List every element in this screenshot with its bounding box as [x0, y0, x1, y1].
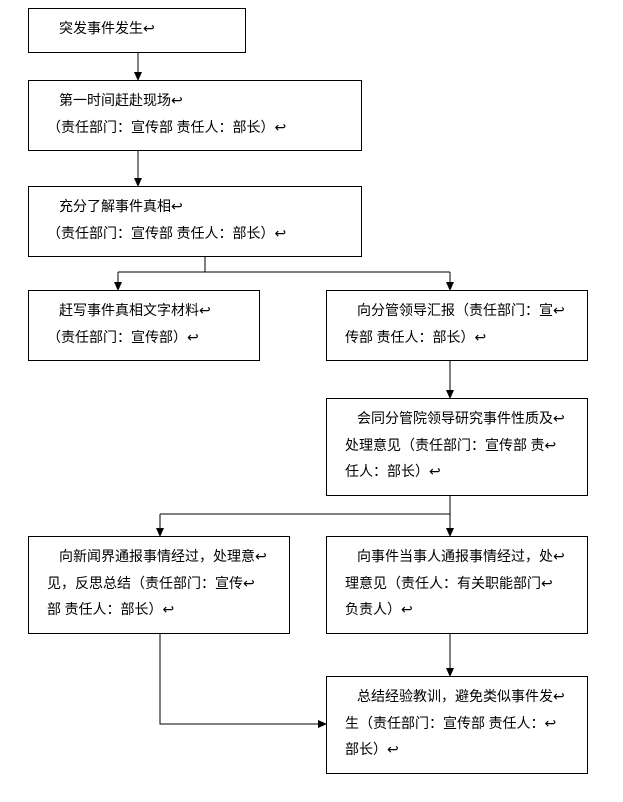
node-text-line: 充分了解事件真相↩	[41, 195, 349, 222]
node-text-line: 向分管领导汇报（责任部门：宣↩	[339, 299, 575, 326]
flowchart-node-n1: 突发事件发生↩	[28, 8, 246, 53]
flowchart-node-n2: 第一时间赶赴现场↩（责任部门：宣传部 责任人：部长）↩	[28, 80, 362, 151]
node-text-line: 处理意见（责任部门：宣传部 责↩	[339, 434, 575, 461]
node-text-line: 见，反思总结（责任部门：宣传↩	[41, 572, 277, 599]
flowchart-container: 突发事件发生↩第一时间赶赴现场↩（责任部门：宣传部 责任人：部长）↩充分了解事件…	[0, 0, 623, 802]
flowchart-node-n7: 向新闻界通报事情经过，处理意↩见，反思总结（责任部门：宣传↩部 责任人：部长）↩	[28, 536, 290, 634]
node-text-line: 部长）↩	[339, 738, 575, 765]
node-text-line: 会同分管院领导研究事件性质及↩	[339, 407, 575, 434]
node-text-line: 赶写事件真相文字材料↩	[41, 299, 247, 326]
edge-12	[160, 632, 326, 724]
node-text-line: （责任部门：宣传部 责任人：部长）↩	[41, 222, 349, 249]
flowchart-node-n5: 向分管领导汇报（责任部门：宣↩传部 责任人：部长）↩	[326, 290, 588, 361]
node-text-line: 传部 责任人：部长）↩	[339, 326, 575, 353]
flowchart-node-n8: 向事件当事人通报事情经过，处↩理意见（责任人：有关职能部门↩负责人）↩	[326, 536, 588, 634]
flowchart-node-n9: 总结经验教训，避免类似事件发↩生（责任部门：宣传部 责任人：↩部长）↩	[326, 676, 588, 774]
node-text-line: 生（责任部门：宣传部 责任人：↩	[339, 712, 575, 739]
node-text-line: （责任部门：宣传部 责任人：部长）↩	[41, 116, 349, 143]
node-text-line: 第一时间赶赴现场↩	[41, 89, 349, 116]
node-text-line: 总结经验教训，避免类似事件发↩	[339, 685, 575, 712]
node-text-line: （责任部门：宣传部）↩	[41, 326, 247, 353]
node-text-line: 向事件当事人通报事情经过，处↩	[339, 545, 575, 572]
node-text-line: 向新闻界通报事情经过，处理意↩	[41, 545, 277, 572]
node-text-line: 理意见（责任人：有关职能部门↩	[339, 572, 575, 599]
node-text-line: 突发事件发生↩	[41, 17, 233, 44]
node-text-line: 部 责任人：部长）↩	[41, 598, 277, 625]
flowchart-node-n6: 会同分管院领导研究事件性质及↩处理意见（责任部门：宣传部 责↩任人：部长）↩	[326, 398, 588, 496]
flowchart-node-n4: 赶写事件真相文字材料↩（责任部门：宣传部）↩	[28, 290, 260, 361]
flowchart-node-n3: 充分了解事件真相↩（责任部门：宣传部 责任人：部长）↩	[28, 186, 362, 257]
node-text-line: 负责人）↩	[339, 598, 575, 625]
node-text-line: 任人：部长）↩	[339, 460, 575, 487]
